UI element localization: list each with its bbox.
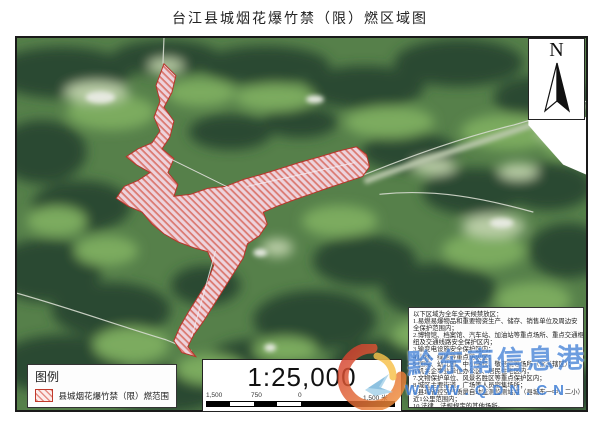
north-arrow-box: N: [528, 38, 585, 120]
scale-tick: 1,500: [206, 392, 223, 399]
note-line: 全保护范围内；: [413, 325, 458, 333]
north-arrow-icon: [543, 62, 570, 113]
note-line: 7.文物保护单位、风景名胜区等重点保护区内；: [413, 374, 546, 382]
note-line: 1.易燃易爆物品和重要物资生产、储存、销售单位及周边安: [413, 318, 578, 326]
note-line: 3.输变电设施安全保护区内；: [413, 346, 495, 354]
note-line: 4.山林、绿地等重点防火区；: [413, 353, 495, 361]
no-data-wedge: [528, 117, 586, 175]
note-line: 2.博物馆、档案馆、汽车站、加油站等重点场所、重点交通枢: [413, 332, 584, 340]
restricted-zone-polygon: [115, 62, 371, 358]
scale-tick: 0: [298, 392, 302, 399]
map-canvas: N 图例 县城烟花爆竹禁（限）燃范围 1:25,000 1,500 750 0 …: [15, 36, 588, 412]
legend-item-label: 县城烟花爆竹禁（限）燃范围: [58, 390, 169, 401]
notes-box: 以下区域为全年全天候禁放区： 1.易燃易爆物品和重要物资生产、储存、销售单位及周…: [408, 307, 584, 408]
note-line: 6.机关企事业单位办公区、居民住宅区内；: [413, 367, 533, 375]
legend-title: 图例: [35, 370, 60, 384]
scale-box: 1:25,000 1,500 750 0 1,500 米: [202, 359, 402, 412]
scale-tick: 750: [251, 392, 262, 399]
note-line: 以下区域为全年全天候禁放区：: [413, 311, 503, 318]
scale-tick-labels: 1,500 750 0 1,500 米: [203, 392, 401, 402]
north-label: N: [549, 39, 564, 61]
note-line: 9.县域省控空气质量自动监测监测站点（县城东一中、二小）附: [413, 389, 584, 397]
town-street-lines: [165, 156, 355, 337]
note-line: 近1公里范围内；: [413, 396, 461, 404]
note-line: 5.医院、幼儿园、中小学校、敬老院等场所（含当辖区）；: [413, 360, 575, 368]
legend: 图例 县城烟花爆竹禁（限）燃范围: [27, 364, 177, 408]
note-line: 10.法律、法规规定的其他场所。: [413, 403, 505, 408]
scale-bar: [206, 401, 395, 407]
legend-item: 县城烟花爆竹禁（限）燃范围: [35, 389, 169, 402]
note-line: 8.城区主要街道、广场等人员密集场所；: [413, 381, 527, 389]
scale-ratio: 1:25,000: [247, 362, 357, 392]
note-line: 纽及交通线路安全保护区内；: [413, 339, 497, 347]
page-title: 台江县城烟花爆竹禁（限）燃区域图: [172, 12, 428, 27]
restricted-zone-swatch-icon: [35, 389, 54, 402]
